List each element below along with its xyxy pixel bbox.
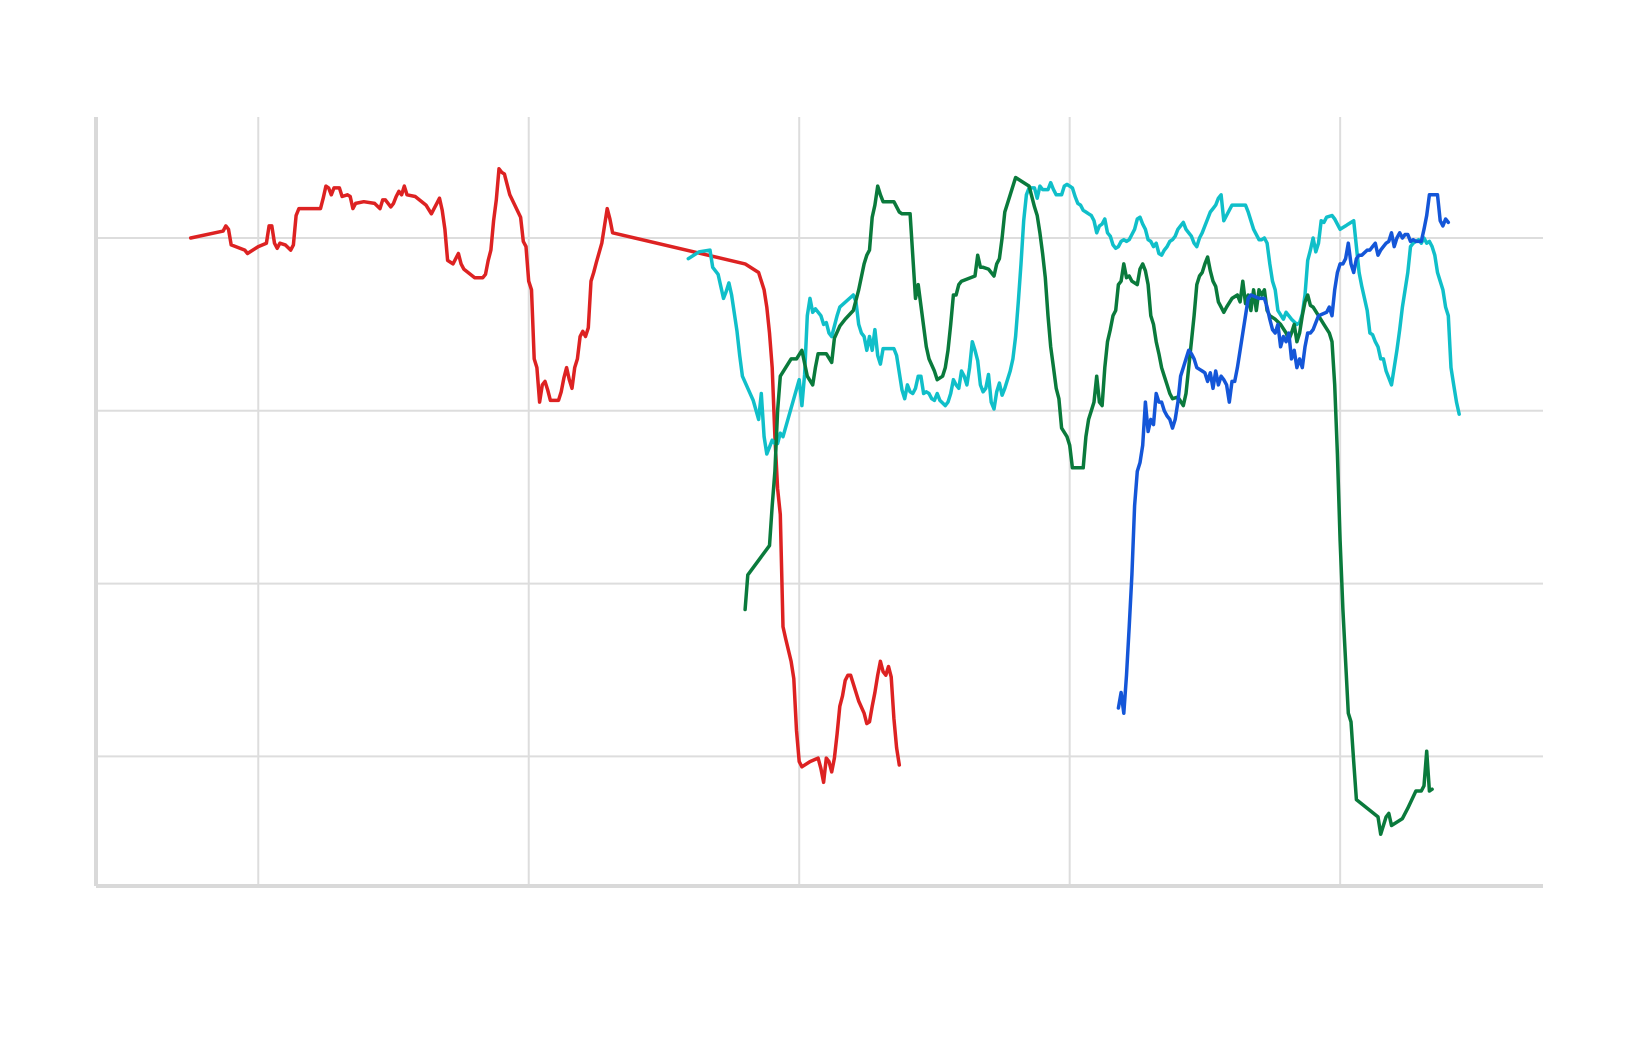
series-layer — [188, 167, 1461, 836]
series-line-1 — [188, 167, 902, 785]
series-line-2 — [686, 180, 1461, 456]
grid — [96, 117, 1543, 886]
series-line-4 — [1116, 193, 1451, 715]
series-line-3 — [743, 175, 1434, 836]
